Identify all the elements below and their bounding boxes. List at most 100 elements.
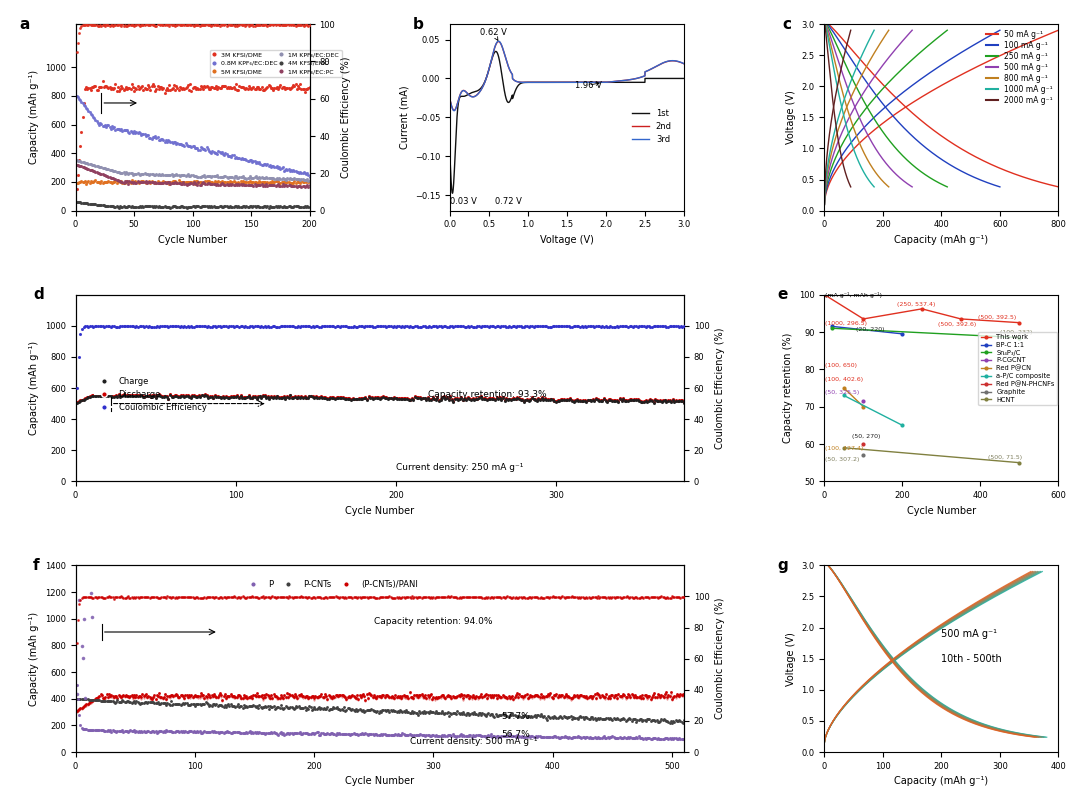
Point bbox=[202, 590, 219, 603]
Point bbox=[595, 320, 612, 333]
Point bbox=[143, 174, 160, 187]
Point bbox=[138, 200, 156, 213]
Point bbox=[120, 178, 137, 190]
Point bbox=[653, 733, 671, 746]
Point bbox=[570, 710, 588, 723]
Point bbox=[480, 590, 497, 603]
Point bbox=[136, 128, 153, 141]
Point bbox=[365, 590, 382, 603]
Point bbox=[465, 690, 483, 703]
Point bbox=[266, 82, 283, 94]
Point bbox=[273, 82, 291, 94]
Point bbox=[433, 689, 450, 702]
Point bbox=[528, 320, 545, 333]
Point bbox=[251, 171, 268, 184]
Point bbox=[301, 170, 319, 183]
Point bbox=[450, 689, 468, 702]
Point bbox=[440, 590, 457, 602]
Point bbox=[207, 390, 225, 402]
Point bbox=[266, 172, 283, 185]
Point bbox=[652, 733, 670, 746]
Point bbox=[653, 690, 671, 702]
Point bbox=[294, 166, 311, 179]
Point bbox=[203, 320, 220, 333]
Point bbox=[80, 82, 97, 94]
Point bbox=[409, 692, 427, 705]
Point bbox=[191, 698, 208, 710]
Point bbox=[432, 691, 449, 704]
Point bbox=[230, 83, 247, 96]
Point bbox=[361, 704, 378, 717]
Point bbox=[456, 320, 473, 333]
Point bbox=[392, 392, 409, 405]
Point bbox=[190, 389, 207, 402]
Point bbox=[238, 690, 255, 703]
Point bbox=[98, 118, 116, 131]
This work bbox=[955, 314, 968, 324]
Point bbox=[227, 390, 244, 403]
Point bbox=[294, 727, 311, 740]
Point bbox=[225, 591, 242, 604]
Point bbox=[132, 19, 149, 32]
Point bbox=[293, 390, 310, 402]
Point bbox=[365, 321, 382, 334]
Point bbox=[174, 168, 191, 181]
Point bbox=[111, 123, 129, 136]
Point bbox=[664, 590, 681, 603]
Legend: 50 mA g⁻¹, 100 mA g⁻¹, 250 mA g⁻¹, 500 mA g⁻¹, 800 mA g⁻¹, 1000 mA g⁻¹, 2000 mA : 50 mA g⁻¹, 100 mA g⁻¹, 250 mA g⁻¹, 500 m… bbox=[984, 28, 1054, 107]
Point bbox=[237, 726, 254, 739]
Point bbox=[672, 687, 689, 700]
Point bbox=[619, 713, 636, 726]
Point bbox=[123, 78, 140, 90]
Point bbox=[287, 176, 305, 189]
Point bbox=[502, 709, 519, 722]
Point bbox=[136, 391, 153, 404]
Point bbox=[114, 689, 132, 702]
Point bbox=[205, 178, 222, 191]
Point bbox=[148, 590, 165, 603]
Point bbox=[168, 200, 186, 213]
Point bbox=[523, 391, 540, 404]
Point bbox=[95, 19, 112, 32]
Point bbox=[121, 175, 138, 188]
Point bbox=[245, 390, 262, 403]
Point bbox=[293, 391, 310, 404]
Point bbox=[568, 730, 585, 743]
Point bbox=[424, 392, 442, 405]
Point bbox=[662, 733, 679, 746]
Point bbox=[275, 80, 293, 93]
Point bbox=[176, 320, 193, 333]
Point bbox=[459, 690, 476, 702]
Point bbox=[562, 731, 579, 744]
Point bbox=[390, 706, 407, 718]
Point bbox=[544, 590, 562, 602]
Point bbox=[151, 692, 168, 705]
Point bbox=[429, 692, 446, 705]
Point bbox=[224, 390, 241, 402]
Point bbox=[254, 390, 271, 402]
Point bbox=[337, 690, 354, 703]
Point bbox=[259, 158, 276, 170]
Point bbox=[188, 142, 205, 154]
Point bbox=[313, 727, 330, 740]
Point bbox=[389, 690, 406, 703]
Point bbox=[420, 591, 437, 604]
Point bbox=[604, 320, 621, 333]
Point bbox=[297, 319, 314, 332]
Point bbox=[172, 81, 190, 94]
Point bbox=[323, 727, 340, 740]
Point bbox=[653, 395, 671, 408]
Point bbox=[622, 393, 639, 406]
Point bbox=[126, 126, 144, 139]
Point bbox=[604, 590, 621, 603]
Point bbox=[70, 196, 87, 209]
Point bbox=[231, 699, 248, 712]
Point bbox=[262, 160, 280, 173]
Point bbox=[202, 690, 219, 703]
Point bbox=[202, 726, 219, 739]
Point bbox=[71, 22, 89, 34]
Point bbox=[184, 698, 201, 710]
Point bbox=[248, 590, 266, 603]
Point bbox=[660, 320, 677, 333]
Point bbox=[648, 690, 665, 703]
